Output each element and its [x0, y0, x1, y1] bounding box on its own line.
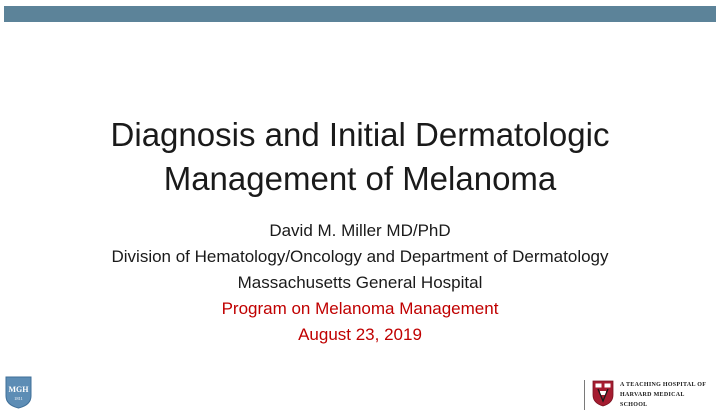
top-banner-bar	[4, 6, 716, 22]
author-name: David M. Miller MD/PhD	[269, 221, 451, 240]
footer-divider	[584, 380, 585, 410]
harvard-affiliation-line-1: A Teaching Hospital of	[620, 382, 707, 388]
slide-title: Diagnosis and Initial Dermatologic Manag…	[0, 113, 720, 201]
mgh-logo-text: MGH	[9, 385, 30, 394]
author-division: Division of Hematology/Oncology and Depa…	[111, 247, 609, 266]
harvard-affiliation-text: A Teaching Hospital of Harvard Medical S…	[620, 380, 716, 410]
slide-title-line-1: Diagnosis and Initial Dermatologic	[110, 116, 610, 153]
mgh-shield-logo: MGH 1811	[5, 376, 32, 409]
harvard-shield-icon	[592, 380, 614, 407]
slide-title-line-2: Management of Melanoma	[163, 160, 557, 197]
slide-subtitle: David M. Miller MD/PhD Division of Hemat…	[0, 218, 720, 348]
harvard-affiliation-line-3: School	[620, 402, 648, 408]
author-hospital: Massachusetts General Hospital	[237, 273, 483, 292]
program-name: Program on Melanoma Management	[221, 299, 499, 318]
presentation-date: August 23, 2019	[298, 325, 422, 344]
harvard-affiliation-line-2: Harvard Medical	[620, 392, 685, 398]
mgh-logo-year: 1811	[14, 396, 23, 401]
